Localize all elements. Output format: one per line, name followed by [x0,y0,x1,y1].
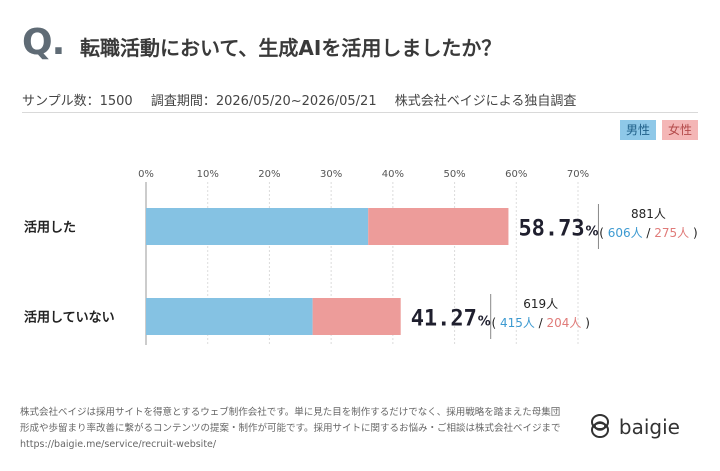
bar-segment-male [146,208,369,245]
footer-line-1: 株式会社ベイジは採用サイトを得意とするウェブ制作会社です。単に見た目を制作するだ… [20,407,561,418]
total-count-label: 619人 [523,297,558,311]
x-tick-label: 50% [443,169,465,180]
bar-segment-female [368,208,509,245]
bar-segment-female [312,298,401,335]
footer-line-2: 形成や歩留まり率改善に繋がるコンテンツの提案・制作が可能です。採用サイトに関する… [20,423,561,434]
x-tick-label: 40% [382,169,404,180]
sample-size: サンプル数：1500 [22,94,133,109]
percent-unit: % [478,315,491,330]
x-tick-label: 10% [197,169,219,180]
survey-period: 調査期間：2026/05/20~2026/05/21 [150,94,377,109]
total-count-label: 881人 [631,207,666,221]
brand-logo: baigie [589,412,680,442]
legend-male: 男性 [619,120,656,140]
gender-count-label: ( 415人 / 204人 ) [491,316,589,330]
legend: 男性 女性 [619,120,698,140]
category-label: 活用していない [24,310,115,326]
percent-unit: % [585,225,598,240]
x-tick-label: 0% [138,169,154,180]
stacked-bar-chart: 0% 10% 20% 30% 40% 50% 60% 70% 活用した 58.73 % 881人 ( 6… [24,169,698,345]
bar-segment-male [146,298,313,335]
page-title: 転職活動において、生成AIを活用しましたか？ [80,36,502,60]
x-tick-label: 20% [258,169,280,180]
x-tick-label: 60% [505,169,527,180]
footer-url[interactable]: https://baigie.me/service/recruit-websit… [20,439,217,450]
total-percent-label: 41.27 [411,307,477,332]
header-divider [22,112,698,113]
survey-source: 株式会社ベイジによる独自調査 [394,94,577,109]
baigie-logo-icon [590,414,609,438]
x-tick-label: 70% [567,169,589,180]
x-tick-label: 30% [320,169,342,180]
survey-meta: サンプル数：1500 調査期間：2026/05/20~2026/05/21 株式… [22,90,576,109]
total-percent-label: 58.73 [518,217,584,242]
footer-note: 株式会社ベイジは採用サイトを得意とするウェブ制作会社です。単に見た目を制作するだ… [20,405,580,453]
question-mark-label: Q. [22,22,65,63]
gender-count-label: ( 606人 / 275人 ) [599,226,697,240]
category-label: 活用した [24,220,76,236]
logo-text: baigie [618,415,680,439]
legend-female: 女性 [661,120,698,140]
